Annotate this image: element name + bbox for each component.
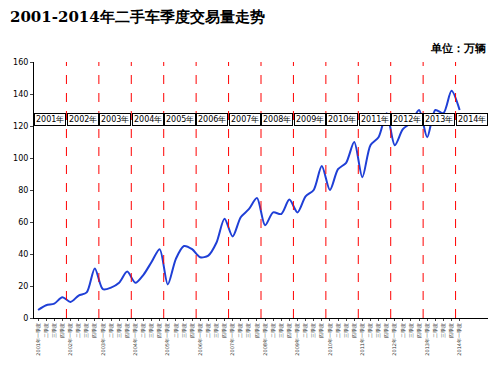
svg-text:二季度: 二季度 <box>43 323 49 338</box>
svg-text:2011年一季度: 2011年一季度 <box>359 323 365 356</box>
svg-text:2002年一季度: 2002年一季度 <box>67 323 73 356</box>
svg-text:四季度: 四季度 <box>221 323 227 338</box>
svg-text:二季度: 二季度 <box>205 323 211 338</box>
svg-text:三季度: 三季度 <box>278 323 284 338</box>
svg-text:二季度: 二季度 <box>335 323 341 338</box>
svg-text:100: 100 <box>13 154 28 163</box>
svg-text:80: 80 <box>18 186 28 195</box>
svg-text:四季度: 四季度 <box>383 323 389 338</box>
svg-text:20: 20 <box>18 282 28 291</box>
svg-text:2003年一季度: 2003年一季度 <box>100 323 106 356</box>
svg-text:2009年一季度: 2009年一季度 <box>294 323 300 356</box>
svg-text:二季度: 二季度 <box>400 323 406 338</box>
svg-text:160: 160 <box>13 58 28 67</box>
svg-text:2004年一季度: 2004年一季度 <box>132 323 138 356</box>
svg-text:2005年: 2005年 <box>166 115 194 124</box>
svg-text:2004年: 2004年 <box>134 115 162 124</box>
svg-text:0: 0 <box>23 314 28 323</box>
svg-text:四季度: 四季度 <box>254 323 260 338</box>
svg-text:2001年: 2001年 <box>36 115 64 124</box>
svg-text:二季度: 二季度 <box>237 323 243 338</box>
svg-text:2012年: 2012年 <box>393 115 421 124</box>
svg-text:2009年: 2009年 <box>296 115 324 124</box>
svg-text:三季度: 三季度 <box>408 323 414 338</box>
svg-text:2006年一季度: 2006年一季度 <box>197 323 203 356</box>
svg-text:三季度: 三季度 <box>148 323 154 338</box>
svg-text:三季度: 三季度 <box>116 323 122 338</box>
svg-text:二季度: 二季度 <box>108 323 114 338</box>
svg-text:120: 120 <box>13 122 28 131</box>
svg-text:单位：万辆: 单位：万辆 <box>430 42 486 55</box>
svg-text:二季度: 二季度 <box>302 323 308 338</box>
svg-text:四季度: 四季度 <box>286 323 292 338</box>
svg-text:2008年: 2008年 <box>263 115 291 124</box>
svg-text:三季度: 三季度 <box>343 323 349 338</box>
svg-text:140: 140 <box>13 90 28 99</box>
svg-text:二季度: 二季度 <box>173 323 179 338</box>
svg-text:二季度: 二季度 <box>432 323 438 338</box>
svg-text:2001年一季度: 2001年一季度 <box>35 323 41 356</box>
svg-text:60: 60 <box>18 218 28 227</box>
svg-text:三季度: 三季度 <box>245 323 251 338</box>
svg-text:四季度: 四季度 <box>59 323 65 338</box>
svg-text:三季度: 三季度 <box>181 323 187 338</box>
svg-text:2007年: 2007年 <box>231 115 259 124</box>
svg-text:2013年: 2013年 <box>425 115 453 124</box>
svg-text:四季度: 四季度 <box>351 323 357 338</box>
svg-text:四季度: 四季度 <box>91 323 97 338</box>
svg-text:三季度: 三季度 <box>440 323 446 338</box>
svg-text:三季度: 三季度 <box>83 323 89 338</box>
svg-text:三季度: 三季度 <box>213 323 219 338</box>
svg-text:2002年: 2002年 <box>69 115 97 124</box>
svg-text:2006年: 2006年 <box>198 115 226 124</box>
svg-text:2010年: 2010年 <box>328 115 356 124</box>
svg-text:2011年: 2011年 <box>361 115 389 124</box>
svg-text:四季度: 四季度 <box>124 323 130 338</box>
svg-text:2013年一季度: 2013年一季度 <box>424 323 430 356</box>
svg-text:二季度: 二季度 <box>140 323 146 338</box>
svg-text:二季度: 二季度 <box>270 323 276 338</box>
svg-text:2001-2014年二手车季度交易量走势: 2001-2014年二手车季度交易量走势 <box>10 8 265 26</box>
svg-text:三季度: 三季度 <box>51 323 57 338</box>
svg-text:2012年一季度: 2012年一季度 <box>391 323 397 356</box>
svg-text:40: 40 <box>18 250 28 259</box>
svg-text:2005年一季度: 2005年一季度 <box>164 323 170 356</box>
svg-text:三季度: 三季度 <box>375 323 381 338</box>
svg-text:2014年一季度: 2014年一季度 <box>456 323 462 356</box>
svg-text:四季度: 四季度 <box>318 323 324 338</box>
svg-text:2003年: 2003年 <box>101 115 129 124</box>
svg-text:三季度: 三季度 <box>310 323 316 338</box>
svg-text:四季度: 四季度 <box>448 323 454 338</box>
svg-text:2014年: 2014年 <box>458 115 486 124</box>
svg-text:四季度: 四季度 <box>189 323 195 338</box>
svg-text:二季度: 二季度 <box>367 323 373 338</box>
svg-text:2010年一季度: 2010年一季度 <box>327 323 333 356</box>
svg-text:二季度: 二季度 <box>75 323 81 338</box>
svg-text:2007年一季度: 2007年一季度 <box>229 323 235 356</box>
svg-text:四季度: 四季度 <box>156 323 162 338</box>
svg-text:四季度: 四季度 <box>416 323 422 338</box>
svg-text:2008年一季度: 2008年一季度 <box>262 323 268 356</box>
